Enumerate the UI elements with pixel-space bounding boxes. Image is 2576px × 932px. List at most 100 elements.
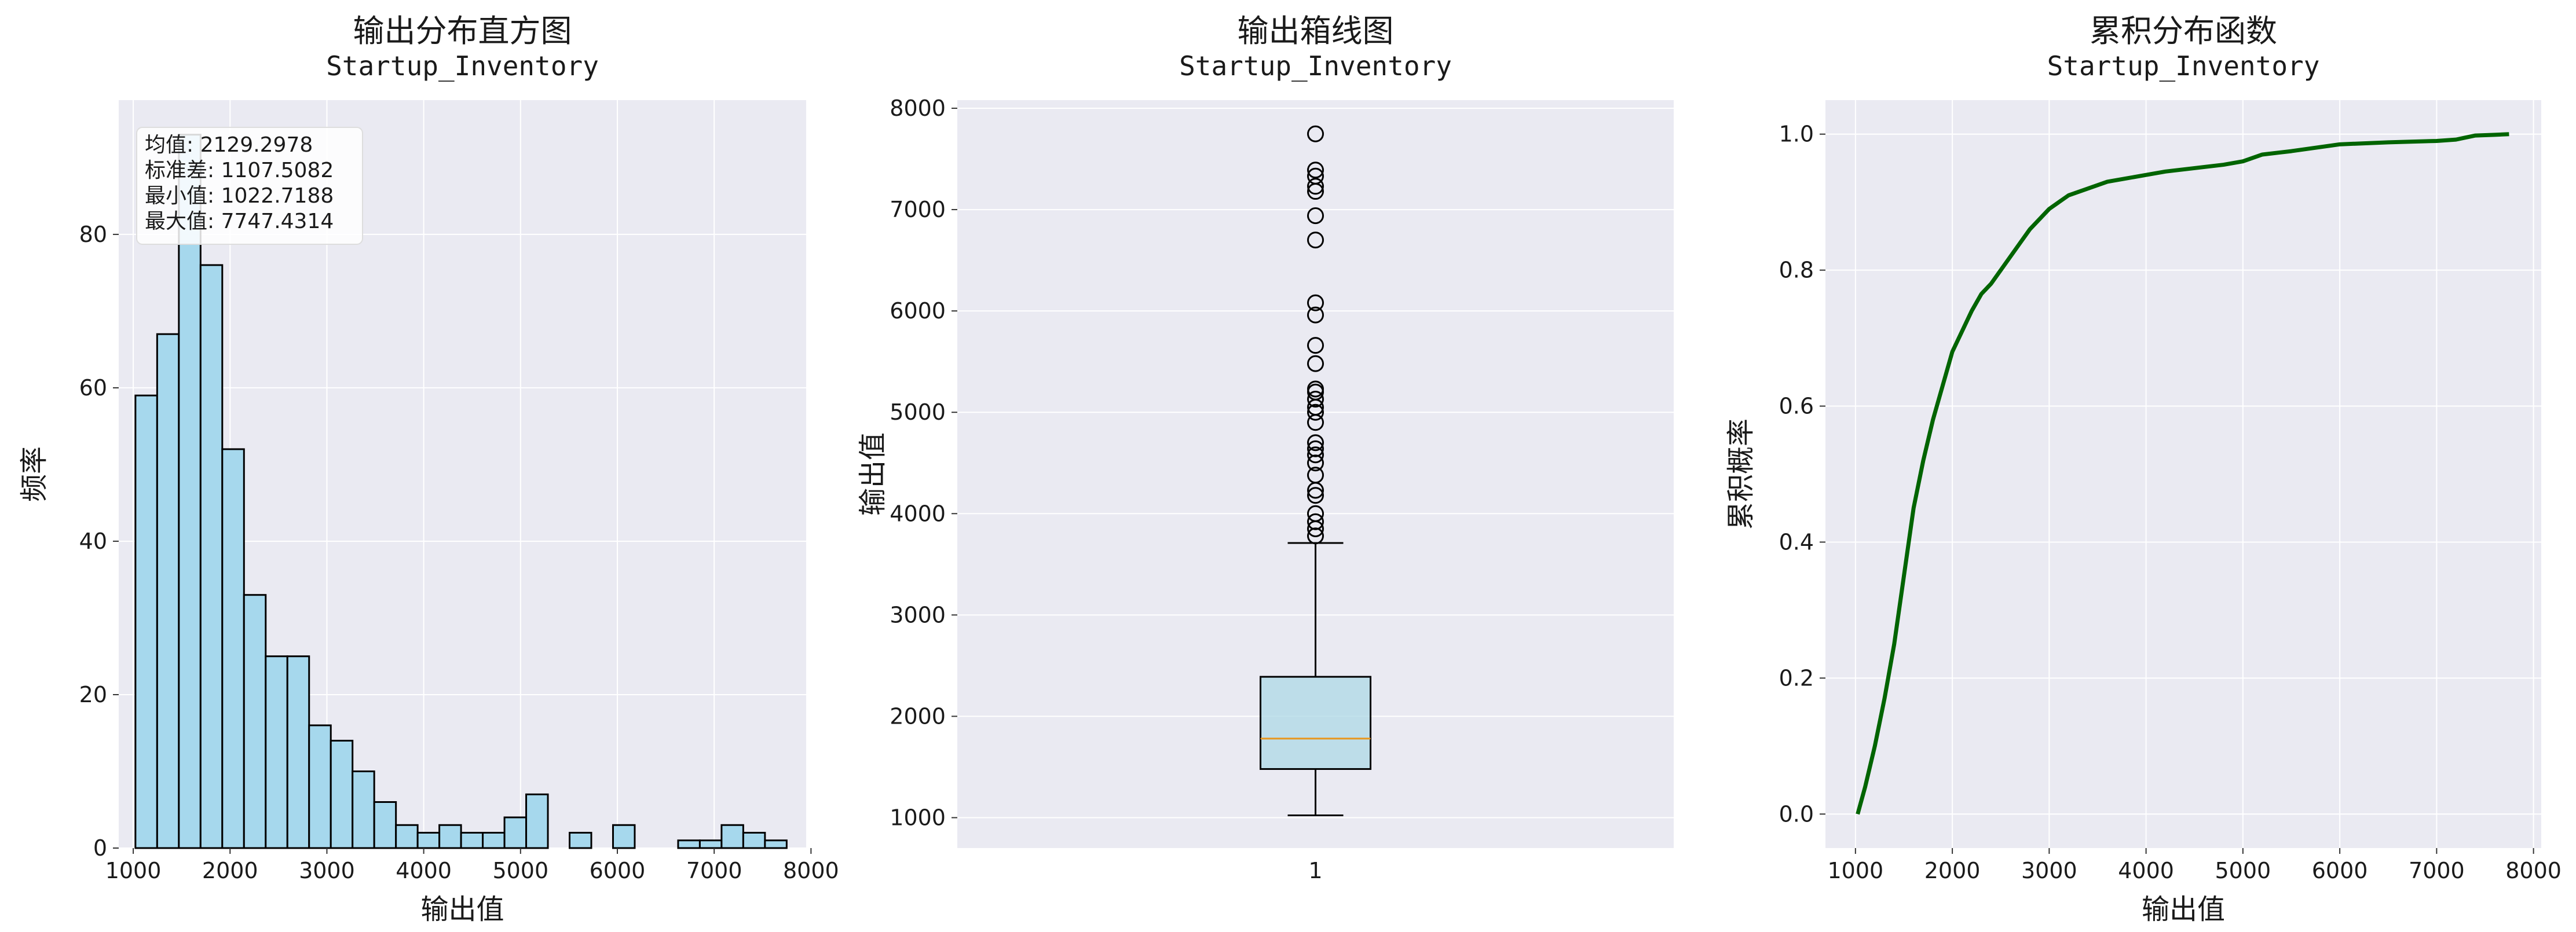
y-tick-label: 0 xyxy=(93,835,107,861)
x-tick-label: 2000 xyxy=(1924,858,1981,883)
histogram-bar xyxy=(742,831,766,849)
outlier-point xyxy=(1307,178,1324,195)
outlier-point xyxy=(1307,403,1324,421)
histogram-bar xyxy=(352,770,375,849)
x-tick-label: 7000 xyxy=(2409,858,2465,883)
histogram-bar xyxy=(199,264,224,849)
outlier-point xyxy=(1307,390,1324,408)
histogram-bar xyxy=(677,839,701,849)
y-tick-label: 0.0 xyxy=(1779,801,1814,827)
histogram-bar xyxy=(243,594,267,849)
histogram-bar xyxy=(308,724,332,849)
outlier-point xyxy=(1307,337,1324,354)
y-tick-label: 40 xyxy=(79,529,107,554)
stats-line: 均值: 2129.2978 xyxy=(145,133,313,157)
y-tick-label: 2000 xyxy=(890,703,946,729)
x-tick-label: 1000 xyxy=(1827,858,1883,883)
histogram-bar xyxy=(569,831,592,849)
y-tick-label: 1000 xyxy=(890,805,946,830)
chart-subtitle: Startup_Inventory xyxy=(1179,50,1452,82)
chart-title: 累积分布函数 xyxy=(2090,13,2277,49)
y-tick-label: 80 xyxy=(79,222,107,247)
histogram-bar xyxy=(330,739,354,849)
chart-title: 输出箱线图 xyxy=(1238,13,1394,49)
x-tick-label: 4000 xyxy=(396,858,452,883)
histogram-bar xyxy=(698,839,723,849)
x-tick-label: 3000 xyxy=(2021,858,2077,883)
outlier-point xyxy=(1307,467,1324,484)
y-tick-label: 3000 xyxy=(890,602,946,628)
stats-line: 最小值: 1022.7188 xyxy=(145,184,334,208)
histogram-bar xyxy=(416,831,441,849)
histogram-bar xyxy=(612,824,636,849)
outlier-point xyxy=(1307,440,1324,457)
x-tick-label: 3000 xyxy=(299,858,355,883)
outlier-point xyxy=(1307,162,1324,179)
y-axis-label: 累积概率 xyxy=(1725,419,1757,530)
y-tick-label: 0.6 xyxy=(1779,394,1814,419)
chart-subtitle: Startup_Inventory xyxy=(326,50,599,82)
y-tick-label: 4000 xyxy=(890,501,946,526)
x-tick-label: 5000 xyxy=(492,858,548,883)
histogram-bar xyxy=(373,801,397,849)
outlier-point xyxy=(1307,513,1324,530)
x-axis-label: 输出值 xyxy=(420,893,504,926)
chart-subtitle: Startup_Inventory xyxy=(2047,50,2320,82)
histogram-bar xyxy=(395,824,419,849)
histogram-bar xyxy=(286,655,310,849)
y-tick-label: 0.8 xyxy=(1779,258,1814,283)
x-tick-label: 4000 xyxy=(2118,858,2174,883)
x-tick-label: 7000 xyxy=(686,858,742,883)
outlier-point xyxy=(1307,294,1324,311)
outlier-point xyxy=(1307,167,1324,185)
x-axis-label: 输出值 xyxy=(2142,893,2225,926)
histogram-bar xyxy=(503,816,528,849)
y-tick-label: 60 xyxy=(79,375,107,401)
outlier-point xyxy=(1307,446,1324,464)
x-tick-label: 2000 xyxy=(202,858,258,883)
y-axis-label: 输出值 xyxy=(857,432,889,516)
outlier-point xyxy=(1307,207,1324,225)
plot-area xyxy=(1825,100,2541,848)
outlier-point xyxy=(1307,505,1324,522)
outlier-point xyxy=(1307,355,1324,372)
histogram-bar xyxy=(460,831,484,849)
x-tick-label: 6000 xyxy=(590,858,646,883)
chart-title: 输出分布直方图 xyxy=(353,13,572,49)
histogram-bar xyxy=(525,793,549,849)
stats-line: 最大值: 7747.4314 xyxy=(145,210,334,233)
outlier-point xyxy=(1307,487,1324,504)
y-axis-label: 频率 xyxy=(18,446,50,502)
x-tick-label: 8000 xyxy=(783,858,839,883)
y-tick-label: 5000 xyxy=(890,399,946,425)
histogram-bar xyxy=(156,333,180,849)
y-tick-label: 1.0 xyxy=(1779,122,1814,147)
x-tick-label: 1000 xyxy=(105,858,162,883)
histogram-bar xyxy=(134,394,158,849)
cdf-line xyxy=(1856,132,2509,815)
histogram-bar xyxy=(221,448,245,849)
outlier-point xyxy=(1307,306,1324,324)
histogram-bar xyxy=(764,839,788,849)
y-tick-label: 7000 xyxy=(890,197,946,222)
stats-box xyxy=(136,127,363,245)
y-tick-label: 6000 xyxy=(890,298,946,324)
histogram-bar xyxy=(438,824,462,849)
y-tick-label: 8000 xyxy=(890,96,946,121)
outlier-point xyxy=(1307,380,1324,398)
histogram-bar xyxy=(482,831,506,849)
histogram-bar xyxy=(178,134,202,849)
outlier-point xyxy=(1307,232,1324,249)
x-tick-label: 5000 xyxy=(2215,858,2271,883)
outlier-point xyxy=(1307,434,1324,452)
box-iqr xyxy=(1260,676,1371,770)
x-tick-label: 8000 xyxy=(2505,858,2562,883)
x-tick-label: 6000 xyxy=(2312,858,2368,883)
y-tick-label: 0.4 xyxy=(1779,529,1814,555)
y-tick-label: 20 xyxy=(79,682,107,707)
stats-line: 标准差: 1107.5082 xyxy=(145,159,334,182)
